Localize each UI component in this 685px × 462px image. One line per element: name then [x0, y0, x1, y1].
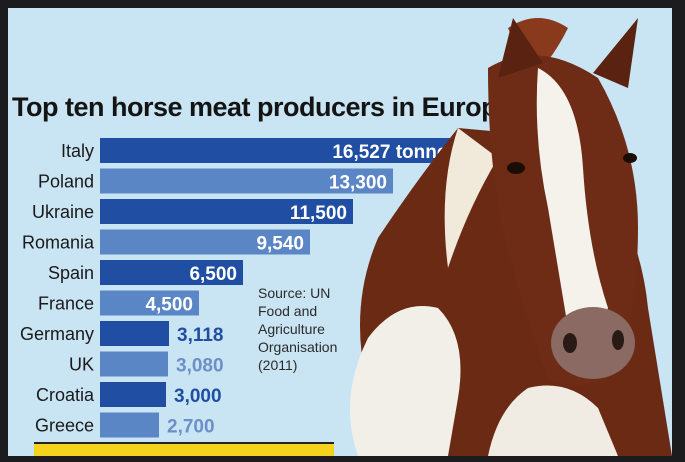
- category-label: Spain: [48, 263, 94, 283]
- bar: [100, 382, 166, 407]
- value-label: 6,500: [189, 264, 237, 285]
- horse-nostril: [612, 330, 624, 350]
- bar: [100, 412, 159, 438]
- horse-muzzle: [551, 307, 635, 379]
- source-line: Food and: [258, 303, 318, 319]
- chart-title: Top ten horse meat producers in Europe: [12, 92, 512, 122]
- bar: [100, 199, 353, 224]
- category-label: Romania: [22, 233, 95, 253]
- category-label: UK: [69, 355, 94, 375]
- bar: [100, 168, 393, 194]
- category-label: France: [38, 294, 94, 314]
- bar: [100, 138, 464, 163]
- value-label: 16,527 tonnes: [332, 142, 458, 163]
- horse-ear: [498, 18, 543, 78]
- horse-photo: [350, 18, 672, 456]
- source-line: Organisation: [258, 339, 338, 355]
- yellow-banner: [34, 442, 334, 456]
- bar: [100, 290, 199, 316]
- horse-ear: [593, 18, 638, 88]
- source-line: (2011): [258, 357, 298, 373]
- category-label: Croatia: [36, 385, 95, 405]
- category-label: Ukraine: [32, 202, 94, 222]
- source-note: Source: UN Food and Agriculture Organisa…: [258, 284, 354, 374]
- infographic-panel: Top ten horse meat producers in Europe I…: [8, 8, 672, 456]
- source-line: Agriculture: [258, 321, 325, 337]
- horse-eye: [623, 153, 637, 163]
- value-label: 11,500: [290, 203, 347, 224]
- horse-blaze: [536, 68, 608, 331]
- value-label: 3,000: [174, 386, 222, 407]
- horse-white-patch: [488, 385, 618, 456]
- bar: [100, 351, 168, 377]
- bar: [100, 229, 310, 255]
- category-label: Greece: [35, 416, 94, 436]
- value-label: 13,300: [329, 173, 387, 194]
- value-label: 3,118: [177, 325, 224, 346]
- horse-mane: [444, 128, 498, 268]
- category-label: Italy: [61, 141, 94, 161]
- value-label: 2,700: [167, 417, 215, 438]
- horse-eye: [507, 162, 525, 174]
- source-line: Source: UN: [258, 285, 331, 301]
- category-label: Poland: [38, 172, 94, 192]
- horse-white-patch: [350, 306, 461, 456]
- bar: [100, 321, 169, 346]
- value-label: 4,500: [145, 295, 193, 316]
- category-label: Germany: [20, 324, 94, 344]
- value-label: 3,080: [176, 356, 224, 377]
- bar-chart: Italy 16,527 tonnes Poland 13,300 Ukraine 11,…: [20, 138, 464, 438]
- bar: [100, 260, 243, 285]
- horse-nostril: [563, 333, 577, 353]
- value-label: 9,540: [256, 234, 304, 255]
